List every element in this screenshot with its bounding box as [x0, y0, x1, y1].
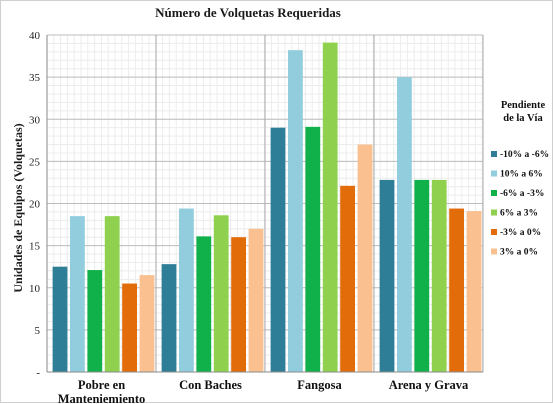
legend-swatch — [491, 151, 497, 157]
bar — [248, 228, 264, 372]
bar — [340, 185, 355, 372]
bar — [196, 236, 212, 372]
x-category-label: Pobre en — [78, 378, 125, 392]
bar — [139, 275, 155, 372]
legend-swatch — [491, 229, 497, 235]
legend-entry: 3% a 0% — [500, 248, 538, 258]
legend-swatch — [491, 209, 497, 216]
legend-swatch — [491, 170, 497, 177]
bar — [322, 42, 338, 373]
y-axis-label: Unidades de Equipos (Volquetas) — [11, 123, 25, 292]
bar — [449, 208, 464, 372]
legend-entry: -3% a 0% — [500, 228, 541, 238]
bars — [52, 42, 482, 373]
bar — [431, 179, 447, 372]
chart-title: Número de Volquetas Requeridas — [155, 5, 341, 20]
y-tick-label: 25 — [29, 156, 41, 168]
y-axis-ticks: - 5 10 15 20 25 30 35 40 — [29, 30, 41, 379]
bar — [466, 211, 482, 372]
legend-swatch — [491, 248, 497, 255]
bar — [231, 237, 246, 372]
legend: Pendiente de la Vía -10% a -6% 10% a 6% -6% … — [491, 100, 549, 258]
bar — [213, 215, 229, 372]
bar — [104, 216, 120, 372]
bar — [52, 266, 68, 372]
legend-entry: -6% a -3% — [500, 189, 544, 199]
bar — [270, 127, 286, 372]
bar — [397, 77, 412, 372]
legend-swatch — [491, 190, 497, 196]
y-tick-label: 10 — [29, 283, 41, 295]
bar — [122, 283, 137, 372]
y-tick-label: 15 — [29, 241, 41, 253]
x-category-label: Con Baches — [179, 378, 242, 392]
x-category-label: Arena y Grava — [389, 378, 469, 392]
legend-title: de la Vía — [503, 113, 543, 124]
bar — [414, 179, 430, 372]
x-category-label: Manteniemiento — [58, 392, 145, 404]
y-tick-label: 35 — [29, 72, 41, 84]
bar — [87, 270, 103, 372]
legend-entry: 6% a 3% — [500, 209, 538, 219]
axes — [46, 35, 483, 373]
legend-title: Pendiente — [501, 100, 546, 111]
bar — [70, 216, 85, 372]
bar — [179, 208, 194, 372]
bar — [379, 179, 395, 372]
bar — [161, 264, 177, 372]
bar — [357, 144, 373, 372]
legend-entry: -10% a -6% — [500, 150, 549, 160]
y-tick-label: - — [36, 367, 40, 379]
y-tick-label: 5 — [35, 325, 41, 337]
legend-entry: 10% a 6% — [500, 170, 543, 180]
y-tick-label: 40 — [29, 30, 41, 42]
y-tick-label: 30 — [29, 114, 41, 126]
y-tick-label: 20 — [29, 199, 41, 211]
x-category-label: Fangosa — [297, 378, 342, 392]
bar — [305, 126, 321, 373]
bar — [288, 50, 303, 372]
